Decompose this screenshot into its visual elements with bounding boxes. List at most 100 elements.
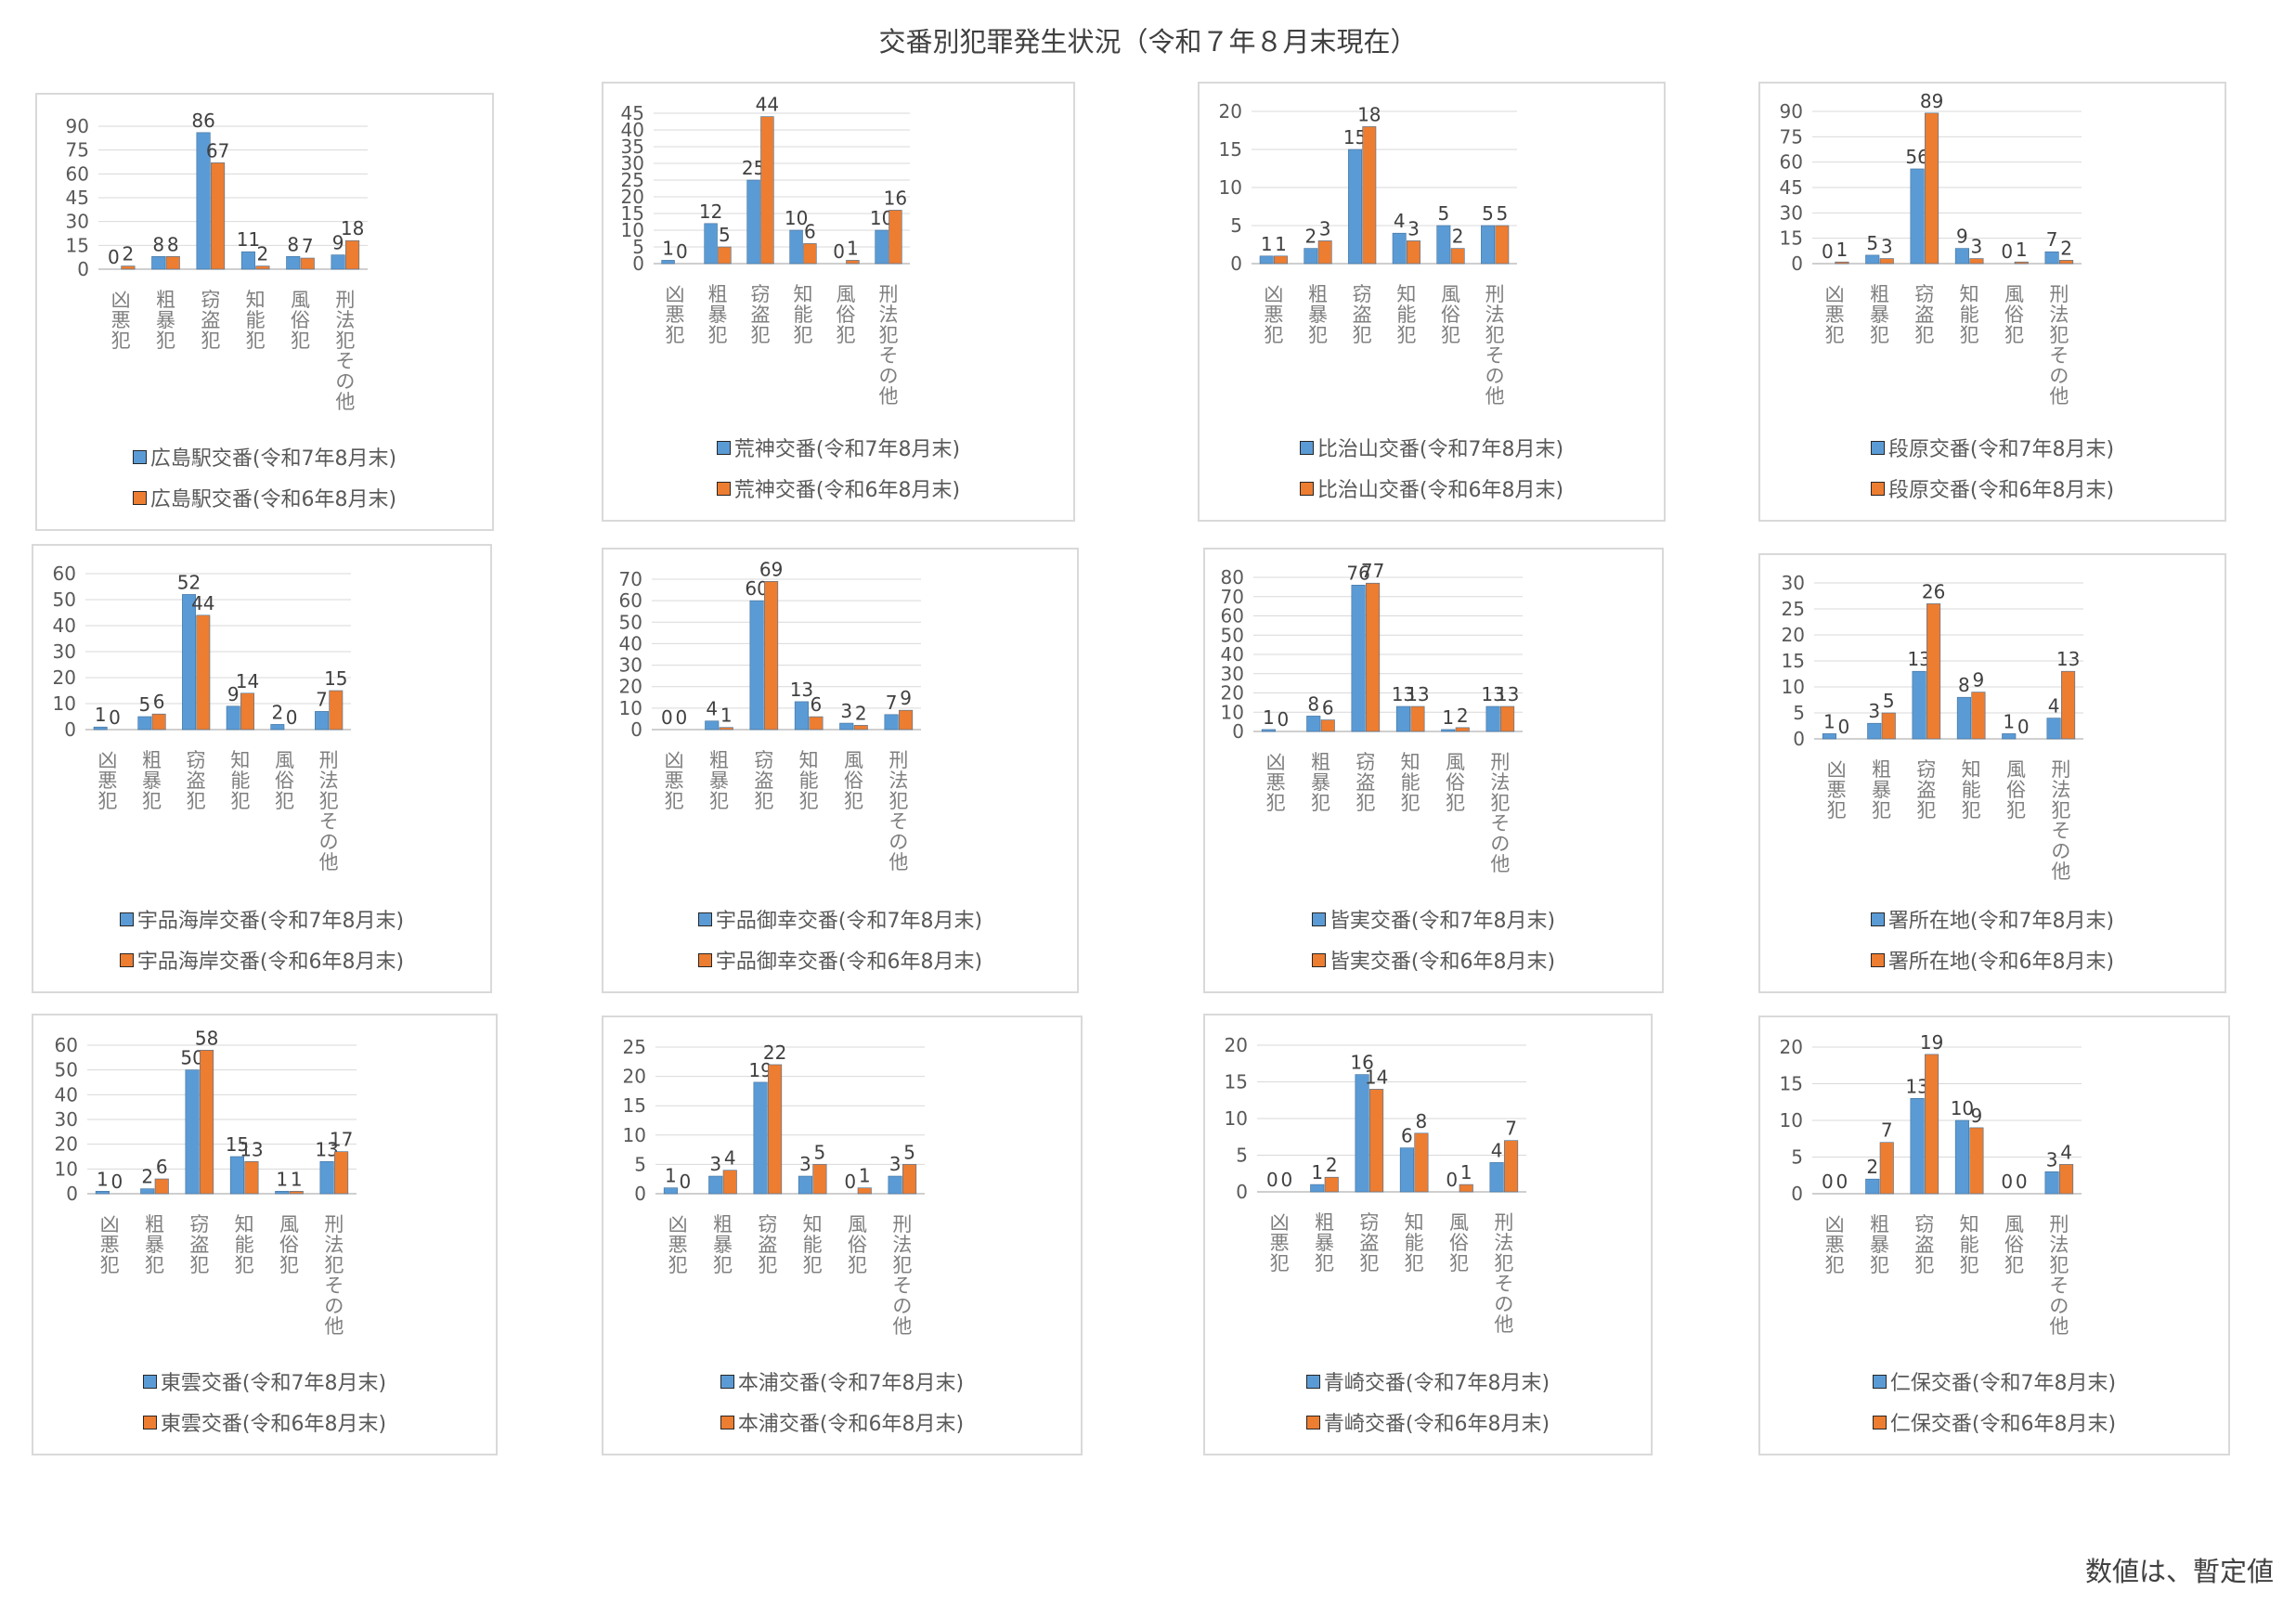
- bar-current[interactable]: [1485, 705, 1500, 732]
- bar-previous[interactable]: [1504, 1140, 1519, 1193]
- bar-current[interactable]: [708, 1175, 723, 1195]
- bar-previous[interactable]: [846, 260, 860, 265]
- bar-previous[interactable]: [899, 709, 914, 731]
- bar-previous[interactable]: [240, 692, 254, 731]
- bar-current[interactable]: [182, 594, 196, 731]
- bar-current[interactable]: [185, 1069, 200, 1195]
- bar-previous[interactable]: [1925, 112, 1939, 265]
- bar-current[interactable]: [1261, 729, 1276, 732]
- legend-entry[interactable]: 仁保交番(令和6年8月末): [1760, 1402, 2228, 1442]
- bar-current[interactable]: [1910, 168, 1925, 265]
- legend-entry[interactable]: 宇品御幸交番(令和6年8月末): [603, 939, 1077, 980]
- bar-previous[interactable]: [1926, 603, 1941, 740]
- legend-entry[interactable]: 宇品海岸交番(令和7年8月末): [33, 899, 490, 939]
- bar-current[interactable]: [2044, 251, 2059, 265]
- bar-current[interactable]: [1956, 696, 1971, 740]
- bar-current[interactable]: [2046, 718, 2061, 740]
- legend-entry[interactable]: 広島駅交番(令和7年8月末): [37, 436, 492, 477]
- bar-previous[interactable]: [329, 690, 344, 731]
- legend-entry[interactable]: 東雲交番(令和7年8月末): [33, 1361, 496, 1402]
- bar-previous[interactable]: [1362, 126, 1377, 265]
- bar-previous[interactable]: [853, 725, 868, 731]
- bar-previous[interactable]: [1366, 582, 1381, 732]
- bar-current[interactable]: [661, 260, 675, 265]
- bar-current[interactable]: [1912, 670, 1926, 740]
- bar-previous[interactable]: [2059, 260, 2074, 265]
- bar-current[interactable]: [226, 705, 240, 731]
- bar-current[interactable]: [151, 256, 166, 270]
- bar-previous[interactable]: [889, 210, 902, 265]
- bar-previous[interactable]: [244, 1161, 259, 1195]
- bar-current[interactable]: [1489, 1162, 1504, 1193]
- bar-current[interactable]: [137, 716, 152, 731]
- bar-previous[interactable]: [1320, 719, 1335, 732]
- bar-previous[interactable]: [345, 239, 360, 270]
- bar-previous[interactable]: [2059, 1164, 2074, 1195]
- bar-current[interactable]: [140, 1188, 155, 1195]
- bar-current[interactable]: [1822, 733, 1836, 740]
- legend-entry[interactable]: 荒神交番(令和7年8月末): [603, 427, 1073, 468]
- bar-previous[interactable]: [1971, 692, 1986, 740]
- bar-current[interactable]: [1399, 1147, 1414, 1193]
- legend-entry[interactable]: 宇品御幸交番(令和7年8月末): [603, 899, 1077, 939]
- legend-entry[interactable]: 皆実交番(令和6年8月末): [1205, 939, 1662, 980]
- bar-previous[interactable]: [1410, 705, 1425, 732]
- legend-entry[interactable]: 比治山交番(令和7年8月末): [1200, 427, 1664, 468]
- bar-current[interactable]: [1306, 716, 1321, 732]
- bar-current[interactable]: [798, 1175, 812, 1195]
- legend-entry[interactable]: 比治山交番(令和6年8月末): [1200, 468, 1664, 509]
- bar-current[interactable]: [704, 223, 718, 265]
- bar-previous[interactable]: [719, 727, 733, 731]
- bar-previous[interactable]: [165, 256, 180, 270]
- bar-current[interactable]: [196, 132, 211, 270]
- bar-previous[interactable]: [1879, 1142, 1894, 1195]
- legend-entry[interactable]: 荒神交番(令和6年8月末): [603, 468, 1073, 509]
- bar-previous[interactable]: [722, 1170, 737, 1195]
- bar-previous[interactable]: [809, 716, 824, 731]
- bar-current[interactable]: [95, 1191, 110, 1195]
- legend-entry[interactable]: 段原交番(令和6年8月末): [1760, 468, 2225, 509]
- bar-current[interactable]: [1355, 1074, 1369, 1193]
- bar-previous[interactable]: [1274, 255, 1288, 265]
- bar-previous[interactable]: [1455, 727, 1470, 732]
- bar-previous[interactable]: [196, 614, 211, 731]
- legend-entry[interactable]: 宇品海岸交番(令和6年8月末): [33, 939, 490, 980]
- bar-current[interactable]: [1304, 248, 1318, 265]
- bar-previous[interactable]: [812, 1164, 827, 1195]
- bar-previous[interactable]: [803, 243, 817, 265]
- bar-current[interactable]: [1259, 255, 1274, 265]
- bar-current[interactable]: [753, 1081, 768, 1195]
- bar-current[interactable]: [789, 229, 803, 265]
- bar-current[interactable]: [93, 726, 108, 731]
- bar-current[interactable]: [1481, 225, 1495, 265]
- legend-entry[interactable]: 青崎交番(令和7年8月末): [1205, 1361, 1651, 1402]
- bar-current[interactable]: [1395, 705, 1410, 732]
- bar-previous[interactable]: [1407, 240, 1420, 265]
- bar-previous[interactable]: [151, 713, 166, 731]
- bar-current[interactable]: [1436, 225, 1451, 265]
- bar-previous[interactable]: [1414, 1132, 1429, 1193]
- legend-entry[interactable]: 皆実交番(令和7年8月末): [1205, 899, 1662, 939]
- legend-entry[interactable]: 署所在地(令和6年8月末): [1760, 939, 2225, 980]
- bar-current[interactable]: [749, 600, 764, 731]
- bar-previous[interactable]: [2061, 670, 2076, 740]
- legend-entry[interactable]: 青崎交番(令和6年8月末): [1205, 1402, 1651, 1442]
- legend-entry[interactable]: 署所在地(令和7年8月末): [1760, 899, 2225, 939]
- bar-current[interactable]: [1954, 1119, 1969, 1195]
- bar-previous[interactable]: [760, 116, 774, 265]
- bar-current[interactable]: [794, 701, 809, 731]
- bar-current[interactable]: [229, 1156, 244, 1195]
- bar-previous[interactable]: [1835, 261, 1849, 265]
- bar-current[interactable]: [2044, 1171, 2059, 1195]
- bar-previous[interactable]: [334, 1151, 349, 1195]
- bar-previous[interactable]: [1495, 225, 1510, 265]
- bar-current[interactable]: [1867, 722, 1882, 740]
- bar-previous[interactable]: [1879, 258, 1894, 265]
- bar-previous[interactable]: [857, 1187, 872, 1195]
- bar-previous[interactable]: [255, 265, 270, 270]
- bar-current[interactable]: [1348, 149, 1362, 265]
- bar-previous[interactable]: [768, 1064, 783, 1195]
- bar-current[interactable]: [663, 1187, 678, 1195]
- bar-current[interactable]: [319, 1161, 334, 1195]
- bar-previous[interactable]: [1450, 248, 1465, 265]
